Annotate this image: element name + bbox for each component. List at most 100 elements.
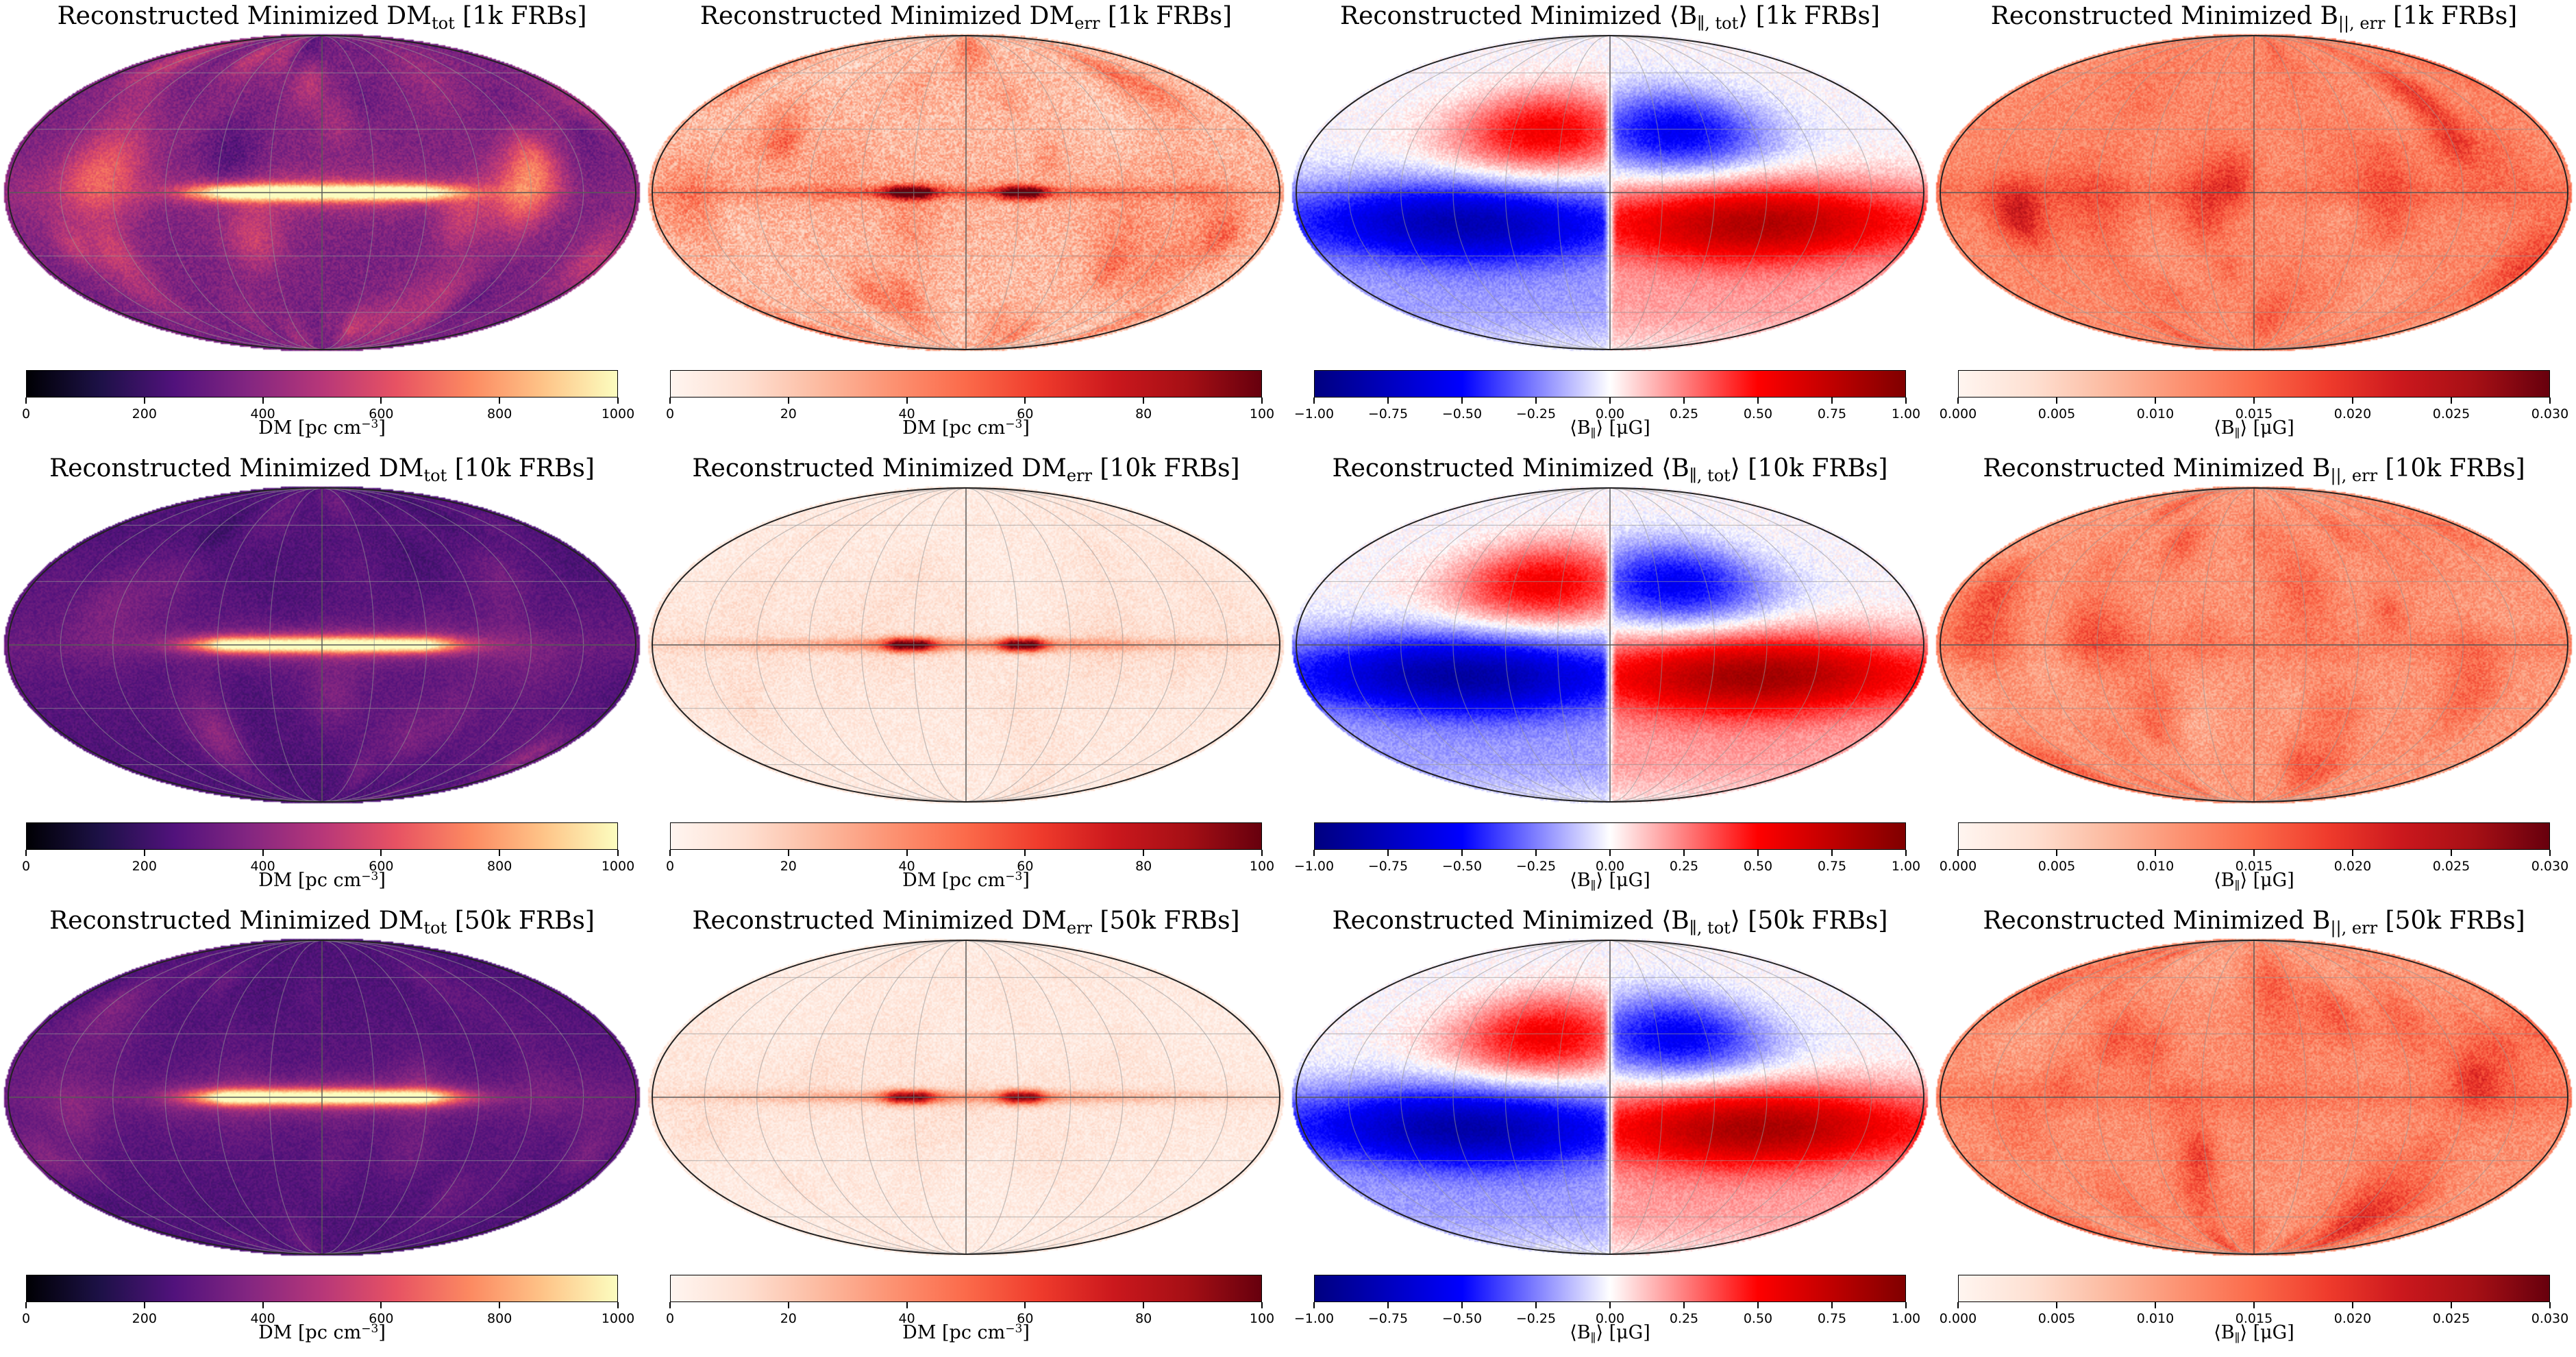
tick-label: −1.00 — [1293, 406, 1335, 421]
tick-label: 400 — [250, 406, 275, 421]
tick-label: 1000 — [601, 1311, 635, 1326]
tick-label: 400 — [250, 1311, 275, 1326]
colorbar-label-end: ⟩ [μG] — [2240, 1322, 2294, 1343]
tick-label: 0.00 — [1595, 859, 1625, 874]
tick-mark — [1387, 850, 1389, 856]
tick-label: 0.010 — [2136, 406, 2175, 421]
panel-title: Reconstructed Minimized DMerr [50k FRBs] — [644, 905, 1288, 938]
tick-label: −0.25 — [1515, 406, 1557, 421]
panel-title: Reconstructed Minimized B||, err [50k FR… — [1932, 905, 2576, 938]
tick-label: 80 — [1135, 406, 1152, 421]
tick-label: 800 — [487, 859, 512, 874]
tick-mark — [1957, 1302, 1959, 1308]
mollweide-map — [0, 32, 644, 354]
mollweide-map — [0, 936, 644, 1258]
colorbar-ticks: −1.00 −0.75 −0.50 −0.25 0.00 0.25 0.50 0.75 1.00 — [1294, 1302, 1920, 1330]
panel-title: Reconstructed Minimized B||, err [10k FR… — [1932, 452, 2576, 485]
graticule — [1940, 940, 2568, 1255]
tick-label: 100 — [1249, 1311, 1275, 1326]
tick-mark — [1143, 398, 1145, 404]
tick-label: 0.25 — [1669, 406, 1699, 421]
tick-mark — [1143, 850, 1145, 856]
tick-label: 0.00 — [1595, 1311, 1625, 1326]
tick-label: 0.75 — [1817, 1311, 1847, 1326]
map-outline — [8, 940, 636, 1255]
tick-label: −0.75 — [1367, 1311, 1409, 1326]
colorbar-label-end: ⟩ [μG] — [1596, 870, 1650, 891]
colorbar-label-main: DM [pc cm — [902, 870, 1006, 891]
colorbar-label-main: DM [pc cm — [258, 870, 362, 891]
tick-label: 1.00 — [1891, 406, 1921, 421]
map-outline — [1296, 940, 1924, 1255]
tick-label: 600 — [369, 1311, 394, 1326]
tick-label: 600 — [369, 406, 394, 421]
tick-mark — [1313, 850, 1315, 856]
tick-mark — [617, 398, 619, 404]
tick-mark — [2056, 1302, 2057, 1308]
colorbar-label-end: ⟩ [μG] — [2240, 417, 2294, 439]
colorbar-label-sup: −3 — [1005, 870, 1023, 883]
tick-label: 0.000 — [1939, 406, 1977, 421]
tick-label: 0.025 — [2432, 406, 2470, 421]
map-outline — [652, 940, 1280, 1255]
panel-b_tot-50k: Reconstructed Minimized ⟨B∥, tot⟩ [50k F… — [1288, 905, 1932, 1357]
colorbar-label-sub: ∥ — [1590, 427, 1596, 441]
panel-title-tail: [1k FRBs] — [2385, 2, 2518, 30]
colorbar-label-sub: ∥ — [2234, 879, 2240, 893]
colorbar-label: DM [pc cm−3] — [0, 1321, 644, 1345]
colorbar-ticks: 0 200 400 600 800 1000 — [22, 850, 634, 877]
tick-mark — [1261, 850, 1263, 856]
colorbar — [1314, 1275, 1906, 1302]
colorbar-label-sup: −3 — [361, 870, 379, 883]
tick-mark — [143, 850, 145, 856]
colorbar-label-sup: −3 — [361, 417, 379, 431]
tick-mark — [1024, 850, 1026, 856]
colorbar-label-end: ⟩ [μG] — [1596, 1322, 1650, 1343]
tick-label: 1000 — [601, 406, 635, 421]
colorbar-ticks: 0 200 400 600 800 1000 — [22, 398, 634, 425]
colorbar-label: ⟨B∥⟩ [μG] — [1932, 869, 2576, 892]
tick-label: 800 — [487, 1311, 512, 1326]
panel-title-tail: [50k FRBs] — [2377, 907, 2525, 935]
panel-title-sub: err — [1074, 14, 1100, 33]
panel-title-sub: ||, err — [2330, 918, 2378, 938]
graticule — [1296, 940, 1924, 1255]
tick-mark — [2155, 850, 2156, 856]
colorbar-label-sub: ∥ — [2234, 1332, 2240, 1345]
mollweide-map — [1932, 936, 2576, 1258]
tick-mark — [1387, 398, 1389, 404]
mollweide-map — [644, 32, 1288, 354]
tick-mark — [2549, 1302, 2551, 1308]
mollweide-map — [0, 484, 644, 806]
tick-mark — [1757, 398, 1759, 404]
colorbar-label: DM [pc cm−3] — [0, 869, 644, 892]
tick-mark — [2155, 398, 2156, 404]
tick-label: 0.030 — [2531, 1311, 2569, 1326]
panel-dm_err-10k: Reconstructed Minimized DMerr [10k FRBs]… — [644, 452, 1288, 905]
panel-title-main: Reconstructed Minimized B — [1983, 454, 2331, 482]
tick-mark — [1143, 1302, 1145, 1308]
panel-title-tail: [10k FRBs] — [1091, 454, 1240, 482]
panel-title-sub: ∥, tot — [1697, 14, 1739, 33]
tick-mark — [2451, 398, 2452, 404]
tick-mark — [143, 1302, 145, 1308]
tick-label: 0.50 — [1743, 406, 1773, 421]
colorbar-label-main: DM [pc cm — [258, 1322, 362, 1343]
colorbar-label-main: DM [pc cm — [258, 417, 362, 439]
colorbar — [1958, 822, 2550, 850]
tick-mark — [380, 398, 382, 404]
tick-label: 0.030 — [2531, 859, 2569, 874]
tick-label: 0.010 — [2136, 859, 2175, 874]
tick-label: 0.25 — [1669, 1311, 1699, 1326]
tick-mark — [499, 398, 501, 404]
colorbar-label: DM [pc cm−3] — [644, 1321, 1288, 1345]
tick-mark — [380, 850, 382, 856]
panel-title-tail: ⟩ [1k FRBs] — [1738, 2, 1881, 30]
colorbar — [670, 822, 1262, 850]
panel-dm_tot-10k: Reconstructed Minimized DMtot [10k FRBs]… — [0, 452, 644, 905]
tick-mark — [1535, 850, 1537, 856]
graticule — [652, 940, 1280, 1255]
tick-mark — [1957, 398, 1959, 404]
panel-title-main: Reconstructed Minimized ⟨B — [1332, 907, 1689, 935]
tick-mark — [1683, 850, 1685, 856]
